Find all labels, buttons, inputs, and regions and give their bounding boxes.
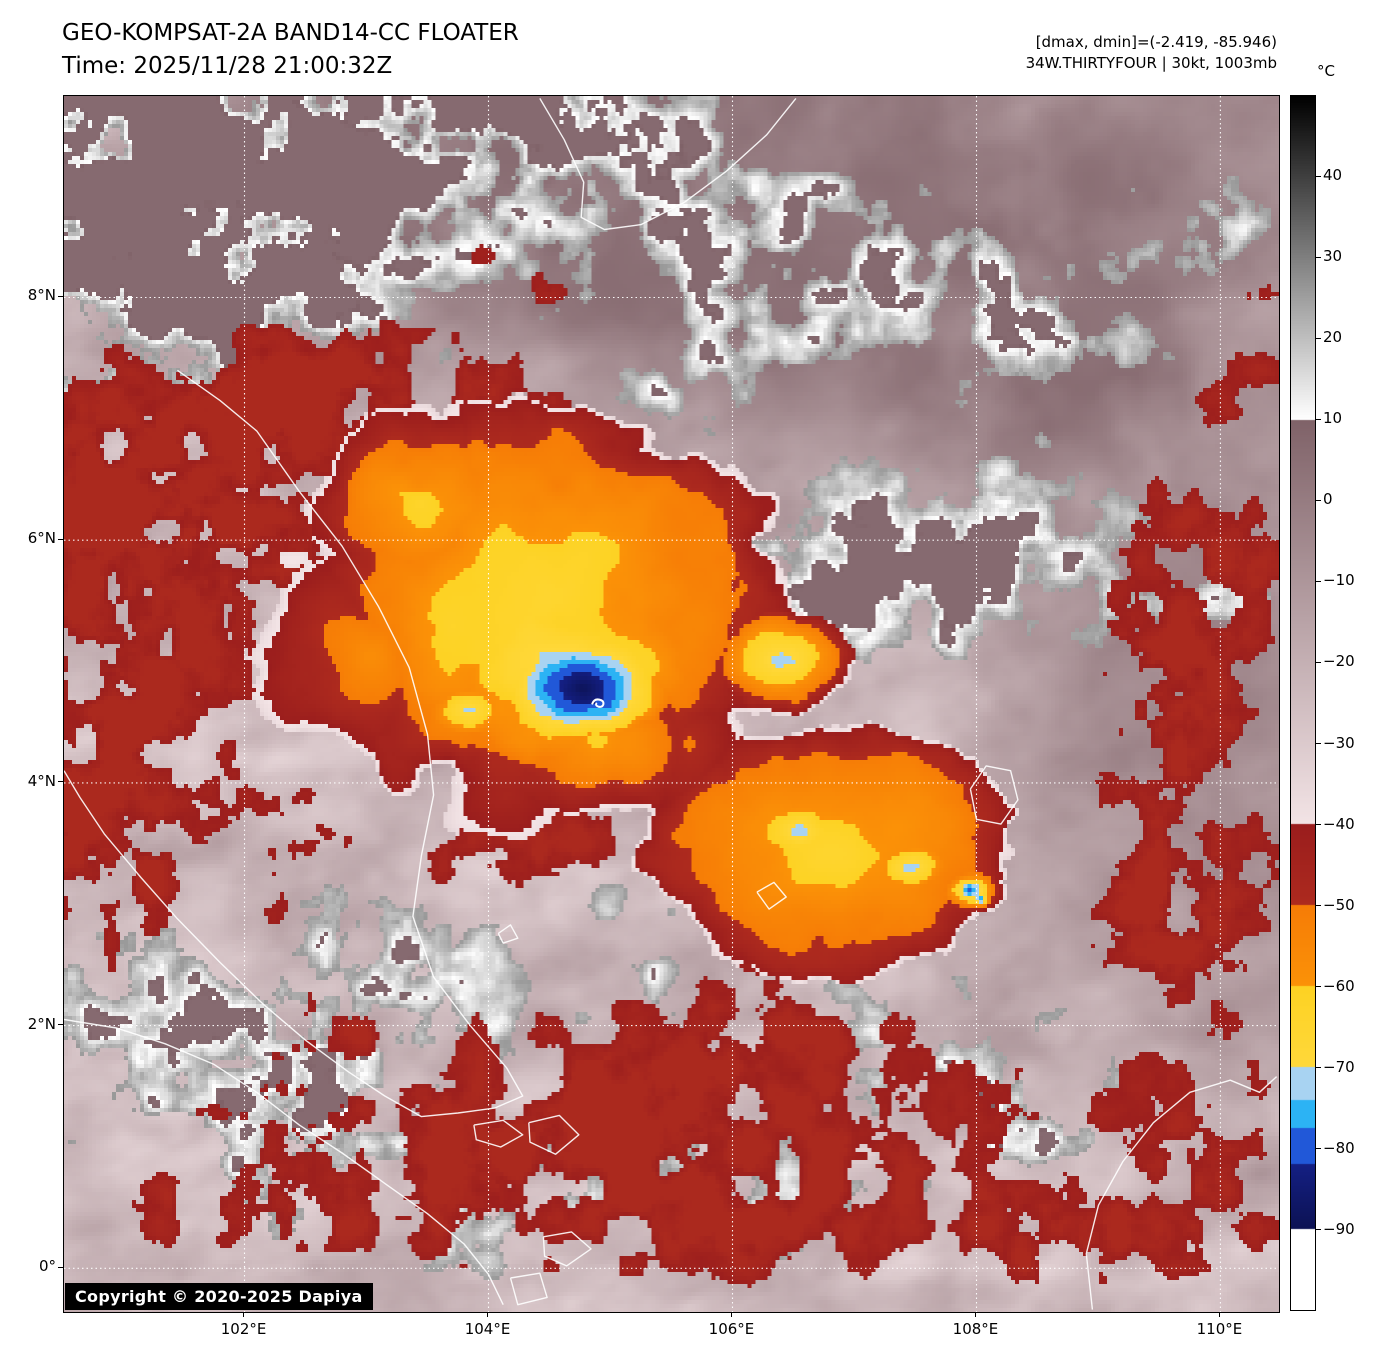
colorbar-tick [1316,661,1321,663]
graticule-gridlines [64,96,1279,1312]
colorbar-unit-label: °C [1317,62,1335,80]
x-axis-tick [730,1312,732,1317]
y-tick-label: 2°N [27,1014,56,1033]
y-axis-tick [58,781,63,783]
colorbar-tick-label: 40 [1323,166,1343,185]
colorbar-tick-label: 0 [1323,490,1333,509]
colorbar-tick-label: −50 [1323,895,1355,914]
colorbar-canvas [1291,96,1315,1310]
colorbar-tick [1316,337,1321,339]
map-plot-area: Copyright © 2020-2025 Dapiya [63,95,1280,1313]
x-axis-tick [974,1312,976,1317]
colorbar-tick [1316,824,1321,826]
satellite-image-canvas [64,96,1279,1312]
map-overlay [64,96,1279,1312]
colorbar-tick-label: 30 [1323,247,1343,266]
y-tick-label: 6°N [27,529,56,548]
x-axis-tick [243,1312,245,1317]
colorbar-tick-label: −80 [1323,1138,1355,1157]
y-axis-tick [58,1266,63,1268]
x-tick-label: 108°E [952,1320,999,1338]
colorbar-tick-label: −20 [1323,652,1355,671]
dmax-dmin-readout: [dmax, dmin]=(-2.419, -85.946) [1035,33,1277,51]
colorbar-tick-label: −40 [1323,814,1355,833]
storm-info-readout: 34W.THIRTYFOUR | 30kt, 1003mb [1025,54,1277,72]
storm-center-marker [591,698,605,708]
y-axis-tick [58,1024,63,1026]
colorbar-tick-label: −60 [1323,976,1355,995]
colorbar-tick [1316,256,1321,258]
x-tick-label: 106°E [708,1320,755,1338]
colorbar-tick-label: −10 [1323,571,1355,590]
colorbar-tick [1316,986,1321,988]
colorbar-tick [1316,418,1321,420]
colorbar-tick-label: 20 [1323,328,1343,347]
timestamp-line: Time: 2025/11/28 21:00:32Z [62,53,393,79]
y-tick-label: 4°N [27,771,56,790]
colorbar-tick [1316,499,1321,501]
header-right-block: [dmax, dmin]=(-2.419, -85.946) 34W.THIRT… [1026,32,1277,74]
copyright-badge: Copyright © 2020-2025 Dapiya [65,1283,373,1310]
page-title: GEO-KOMPSAT-2A BAND14-CC FLOATER [62,20,519,46]
colorbar-tick-label: 10 [1323,409,1343,428]
colorbar-tick [1316,175,1321,177]
colorbar-tick [1316,1148,1321,1150]
y-axis-tick [58,538,63,540]
y-tick-label: 8°N [27,286,56,305]
colorbar-tick [1316,905,1321,907]
colorbar-tick [1316,743,1321,745]
colorbar-tick [1316,1229,1321,1231]
y-tick-label: 0° [38,1257,56,1276]
x-axis-tick [1218,1312,1220,1317]
colorbar-tick [1316,580,1321,582]
colorbar [1290,95,1316,1311]
x-tick-label: 110°E [1196,1320,1243,1338]
coastlines [64,97,1278,1310]
colorbar-tick-label: −90 [1323,1219,1355,1238]
colorbar-tick-label: −70 [1323,1057,1355,1076]
y-axis-tick [58,295,63,297]
x-tick-label: 104°E [464,1320,511,1338]
colorbar-tick-label: −30 [1323,733,1355,752]
x-tick-label: 102°E [220,1320,267,1338]
colorbar-tick [1316,1067,1321,1069]
x-axis-tick [487,1312,489,1317]
